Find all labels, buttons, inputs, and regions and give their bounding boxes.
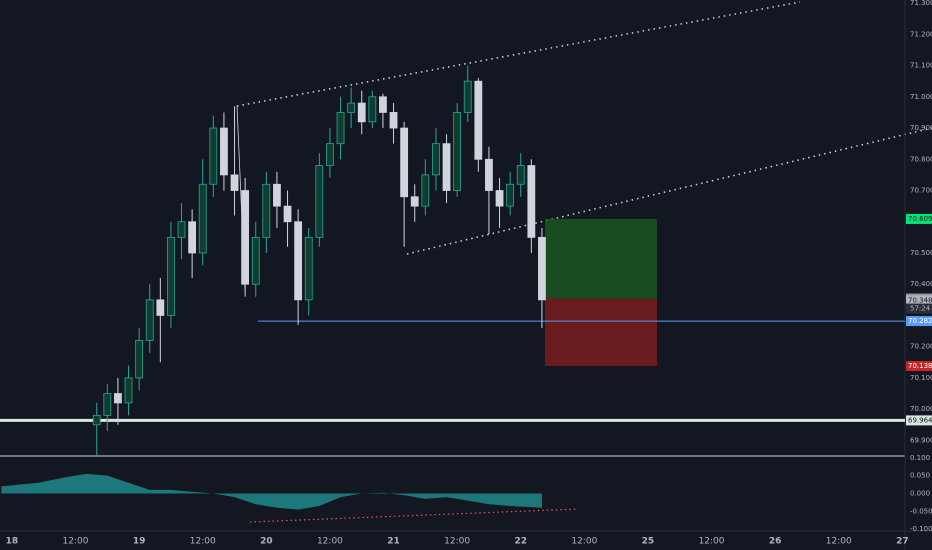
trend-line	[406, 127, 932, 255]
candle-body	[230, 174, 239, 191]
candle-body	[304, 236, 313, 301]
y-tick-label: -0.050	[910, 507, 932, 515]
y-tick-label: 71.300	[910, 0, 932, 7]
candle-body	[326, 143, 334, 166]
candle-body	[538, 236, 546, 301]
candle-body	[495, 190, 504, 207]
candle-body	[442, 143, 451, 191]
price-label: 70.348	[908, 296, 932, 304]
y-tick-label: 70.400	[910, 280, 932, 288]
x-tick-label: 12:00	[699, 537, 725, 547]
candle-body	[283, 205, 292, 223]
y-tick-label: 71.000	[910, 93, 932, 101]
candle-body	[506, 183, 515, 207]
oscillator-area	[1, 473, 542, 510]
candle-body	[336, 112, 345, 145]
candle-body	[347, 102, 356, 113]
price-label: 69.964	[908, 416, 932, 424]
candle-body	[453, 112, 462, 191]
price-label-bg	[906, 415, 932, 426]
x-tick-label: 19	[133, 537, 146, 547]
candle-body	[463, 80, 472, 113]
candle-body	[251, 236, 260, 285]
x-tick-label: 20	[260, 537, 273, 547]
candle-body	[357, 102, 366, 123]
y-tick-label: 70.700	[910, 187, 932, 195]
candle-body	[379, 96, 387, 113]
candle-body	[527, 165, 536, 238]
candle-body	[410, 196, 419, 207]
x-tick-label: 21	[387, 537, 400, 547]
y-tick-label: 70.900	[910, 124, 932, 132]
candle-body	[92, 414, 101, 426]
candle-body	[114, 393, 122, 404]
x-tick-label: 12:00	[826, 537, 852, 547]
y-tick-label: 70.500	[910, 249, 932, 257]
candle-body	[124, 377, 133, 404]
x-tick-label: 22	[514, 537, 527, 547]
candle-body	[220, 127, 228, 176]
y-tick-label: 70.200	[910, 343, 932, 351]
price-label: 70.138	[908, 362, 932, 370]
loss-zone	[545, 298, 657, 367]
divergence-line	[249, 508, 579, 523]
x-tick-label: 26	[769, 537, 782, 547]
candle-body	[516, 165, 525, 185]
candle-body	[315, 165, 324, 238]
candle-body	[188, 221, 197, 254]
candle-body	[177, 221, 186, 238]
price-label-bg	[906, 213, 932, 224]
candle-body	[145, 299, 154, 341]
x-tick-label: 27	[896, 537, 909, 547]
price-label: 70.609	[908, 215, 932, 223]
candle-body	[262, 183, 271, 238]
x-tick-label: 18	[6, 537, 19, 547]
y-tick-label: 70.100	[910, 374, 932, 382]
candle-body	[400, 127, 409, 198]
profit-zone	[545, 218, 657, 299]
y-tick-label: 71.100	[910, 62, 932, 70]
candle-body	[241, 190, 250, 285]
countdown: 57:24	[910, 305, 931, 313]
y-tick-label: 69.900	[910, 436, 932, 444]
candle-body	[167, 236, 175, 316]
x-tick-label: 12:00	[444, 537, 470, 547]
candle-body	[485, 158, 493, 191]
price-label-bg	[906, 316, 932, 327]
x-tick-label: 12:00	[571, 537, 597, 547]
trend-line	[236, 1, 801, 107]
y-tick-label: 0.000	[910, 490, 930, 498]
price-label-bg	[906, 361, 932, 372]
candle-body	[103, 393, 112, 416]
candle-body	[474, 80, 483, 160]
candle-body	[294, 221, 303, 301]
y-tick-label: 70.000	[910, 405, 932, 413]
drawings	[236, 1, 932, 255]
candle-body	[273, 183, 281, 207]
price-label: 70.282	[908, 317, 932, 325]
candle-body	[368, 96, 377, 123]
candle-body	[389, 112, 398, 129]
y-tick-label: 70.800	[910, 155, 932, 163]
candle-body	[156, 299, 165, 316]
countdown-bg	[906, 303, 932, 314]
y-tick-label: 0.050	[910, 472, 930, 480]
candle-body	[421, 174, 430, 207]
y-tick-label: 0.100	[910, 454, 930, 462]
price-label-bg	[906, 295, 932, 306]
candle-body	[209, 127, 218, 185]
x-tick-label: 12:00	[63, 537, 89, 547]
candle-body	[135, 340, 144, 379]
price-axis: 71.300 71.200 71.100 71.000 70.900 70.800 70.7…	[906, 0, 932, 533]
x-tick-label: 12:00	[190, 537, 216, 547]
y-tick-label: 71.200	[910, 30, 932, 38]
candle-body	[198, 183, 207, 254]
x-tick-label: 25	[642, 537, 655, 547]
candle-body	[432, 143, 440, 176]
x-tick-label: 12:00	[317, 537, 343, 547]
y-tick-label: -0.100	[910, 525, 932, 533]
